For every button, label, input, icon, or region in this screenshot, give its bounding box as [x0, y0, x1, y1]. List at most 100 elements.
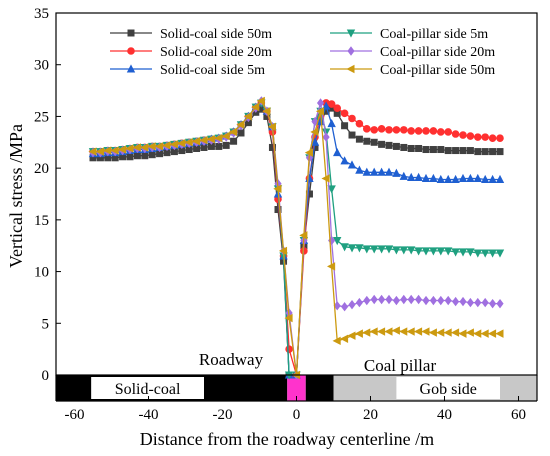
series-3-point	[466, 248, 475, 257]
series-0-point	[341, 122, 349, 130]
series-2-point	[407, 172, 416, 181]
series-1-point	[451, 130, 460, 138]
series-0-point	[422, 146, 430, 154]
series-0-point	[230, 137, 238, 145]
series-2-point	[392, 168, 401, 177]
series-1-point	[285, 345, 293, 353]
series-5-point	[384, 327, 393, 336]
series-2-point	[451, 174, 460, 184]
legend: Solid-coal side 50m Solid-coal side 20m So…	[110, 27, 495, 78]
series-0-point	[355, 135, 363, 143]
series-2-point	[327, 119, 336, 128]
series-5-point	[315, 107, 325, 116]
series-3-point	[355, 244, 364, 253]
series-5-point	[184, 138, 193, 147]
legend-swatch-marker	[127, 29, 135, 37]
x-tick-label: 60	[511, 407, 526, 423]
series-5-point	[347, 331, 356, 340]
series-5-point	[251, 102, 260, 112]
series-3	[88, 99, 505, 380]
series-5	[88, 96, 504, 380]
series-2-point	[466, 173, 475, 182]
series-4-point	[400, 294, 408, 305]
series-4-point	[422, 295, 430, 306]
series-5-point	[304, 148, 313, 157]
series-2-point	[421, 173, 431, 182]
series-0-point	[133, 152, 141, 160]
series-1-point	[340, 109, 349, 118]
strip-segment-1	[287, 375, 306, 401]
series-5-point	[321, 174, 330, 183]
series-5-point	[262, 107, 271, 116]
series-0-point	[459, 147, 467, 155]
series-3-point	[377, 245, 386, 254]
legend-swatch-marker	[126, 64, 136, 73]
legend-swatch-marker	[347, 46, 355, 56]
series-4-point	[481, 297, 489, 308]
series-4-point	[385, 294, 393, 305]
series-5-point	[332, 336, 341, 346]
series-1-point	[459, 131, 467, 139]
legend-swatch-marker	[127, 47, 135, 55]
series-3-point	[473, 249, 482, 258]
x-tick-label: -60	[65, 407, 85, 423]
series-3-point	[451, 248, 460, 257]
series-5-point	[376, 327, 386, 336]
series-5-point	[110, 146, 119, 155]
series-0-point	[370, 138, 378, 146]
series-0-point	[444, 147, 452, 155]
series-4-point	[370, 294, 378, 305]
series-5-point	[140, 143, 149, 152]
series-3-point	[392, 246, 401, 255]
series-5-point	[243, 112, 252, 121]
series-1-point	[392, 126, 401, 134]
series-5-point	[221, 131, 230, 141]
series-2-point	[429, 173, 438, 182]
series-1-point	[496, 134, 504, 142]
series-5-point	[458, 329, 467, 338]
series-0-point	[496, 148, 504, 156]
series-3-point	[321, 128, 331, 137]
series-5-point	[399, 327, 408, 336]
legend-item-2: Solid-coal side 5m	[110, 63, 265, 78]
series-2-point	[310, 137, 320, 146]
series-4-point	[363, 295, 371, 306]
series-1-point	[414, 127, 423, 135]
x-tick-label: -20	[213, 407, 233, 423]
series-1-point	[333, 104, 342, 112]
series-2-point	[355, 165, 364, 174]
y-axis-label: Vertical stress /MPa	[6, 124, 26, 268]
series-2-point	[436, 174, 445, 184]
series-1-point	[429, 127, 438, 135]
legend-label: Coal-pillar side 5m	[380, 27, 488, 42]
series-3-point	[421, 247, 431, 256]
series-1-point	[407, 127, 416, 135]
series-1-point	[466, 132, 475, 140]
series-5-point	[369, 327, 378, 336]
series-4-point	[496, 298, 504, 309]
series-2-point	[488, 174, 497, 184]
series-3-point	[327, 185, 336, 194]
y-tick-label: 15	[34, 213, 49, 229]
series-0-point	[378, 140, 386, 148]
series-5-point	[480, 329, 489, 338]
series-1-point	[444, 128, 453, 136]
legend-item-0: Solid-coal side 50m	[110, 27, 272, 42]
series-3-point	[481, 249, 490, 258]
y-tick-label: 25	[34, 109, 49, 125]
series-5-point	[284, 313, 293, 323]
series-0-point	[481, 148, 489, 156]
series-0-point	[215, 142, 223, 150]
series-3-point	[488, 249, 497, 258]
series-5-point	[228, 127, 238, 137]
x-tick-label: 0	[293, 407, 301, 423]
series-3-point	[495, 249, 505, 258]
series-4-point	[407, 294, 415, 305]
series-1-point	[385, 126, 393, 134]
series-0-point	[437, 146, 445, 154]
series-2-point	[414, 172, 423, 181]
series-5-point	[495, 329, 504, 338]
series-5-point	[354, 329, 363, 338]
series-0-point	[400, 143, 408, 151]
series-5-point	[214, 133, 223, 143]
